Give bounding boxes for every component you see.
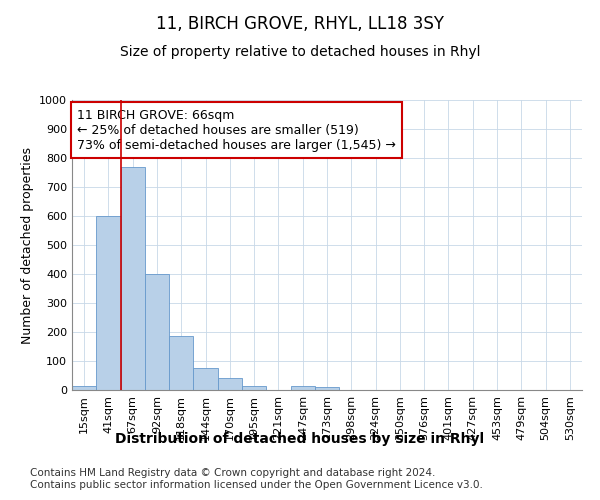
Bar: [193, 368, 218, 390]
Bar: [72, 386, 96, 390]
Text: 11 BIRCH GROVE: 66sqm
← 25% of detached houses are smaller (519)
73% of semi-det: 11 BIRCH GROVE: 66sqm ← 25% of detached …: [77, 108, 396, 152]
Bar: [290, 386, 315, 390]
Bar: [242, 386, 266, 390]
Text: Size of property relative to detached houses in Rhyl: Size of property relative to detached ho…: [120, 45, 480, 59]
Bar: [96, 216, 121, 390]
Y-axis label: Number of detached properties: Number of detached properties: [20, 146, 34, 344]
Text: Contains HM Land Registry data © Crown copyright and database right 2024.
Contai: Contains HM Land Registry data © Crown c…: [30, 468, 483, 490]
Bar: [145, 274, 169, 390]
Text: 11, BIRCH GROVE, RHYL, LL18 3SY: 11, BIRCH GROVE, RHYL, LL18 3SY: [156, 15, 444, 33]
Bar: [315, 386, 339, 390]
Bar: [169, 336, 193, 390]
Text: Distribution of detached houses by size in Rhyl: Distribution of detached houses by size …: [115, 432, 485, 446]
Bar: [218, 378, 242, 390]
Bar: [121, 166, 145, 390]
